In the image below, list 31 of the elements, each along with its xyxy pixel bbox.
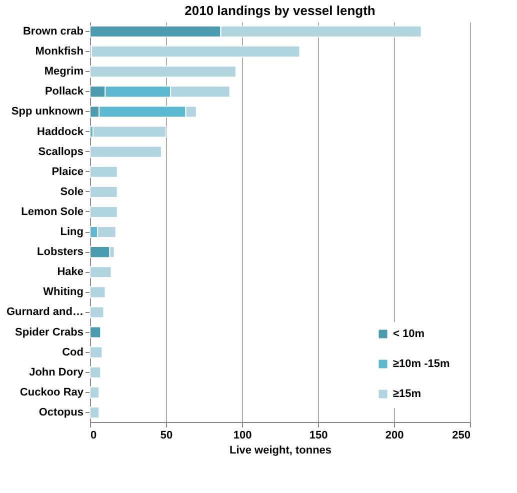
y-tick-label: Scallops — [38, 146, 84, 158]
y-tick-label: Megrim — [44, 66, 84, 78]
x-tick-label: 250 — [452, 430, 470, 442]
legend-label: < 10m — [393, 328, 425, 340]
x-tick-label: 150 — [309, 430, 328, 442]
y-tick-label: John Dory — [29, 366, 84, 378]
y-tick-label: Plaice — [52, 166, 84, 178]
legend-label: ≥10m -15m — [393, 358, 450, 370]
y-tick-label: Ling — [60, 226, 84, 238]
x-axis-title: Live weight, tonnes — [229, 444, 332, 456]
y-tick-label: Haddock — [37, 126, 84, 138]
chart-title: 2010 landings by vessel length — [184, 3, 376, 18]
y-tick-label: Sole — [60, 186, 84, 198]
x-tick-label: 0 — [90, 430, 97, 442]
x-tick-label: 50 — [160, 430, 173, 442]
x-tick-label: 200 — [385, 430, 404, 442]
y-tick-label: Lemon Sole — [21, 206, 84, 218]
y-tick-label: Gurnard and… — [6, 306, 84, 318]
y-tick-label: Monkfish — [35, 46, 84, 58]
y-tick-label: Brown crab — [22, 26, 84, 38]
y-tick-label: Spider Crabs — [15, 326, 84, 338]
y-tick-label: Cod — [62, 346, 84, 358]
legend-label: ≥15m — [393, 388, 422, 400]
y-tick-label: Spp unknown — [11, 106, 84, 118]
y-tick-label: Lobsters — [37, 246, 84, 258]
y-tick-label: Whiting — [43, 286, 84, 298]
y-tick-label: Octopus — [38, 406, 84, 418]
y-tick-label: Cuckoo Ray — [20, 386, 84, 398]
x-tick-label: 100 — [233, 430, 252, 442]
y-tick-label: Hake — [57, 266, 84, 278]
y-tick-label: Pollack — [44, 86, 84, 98]
